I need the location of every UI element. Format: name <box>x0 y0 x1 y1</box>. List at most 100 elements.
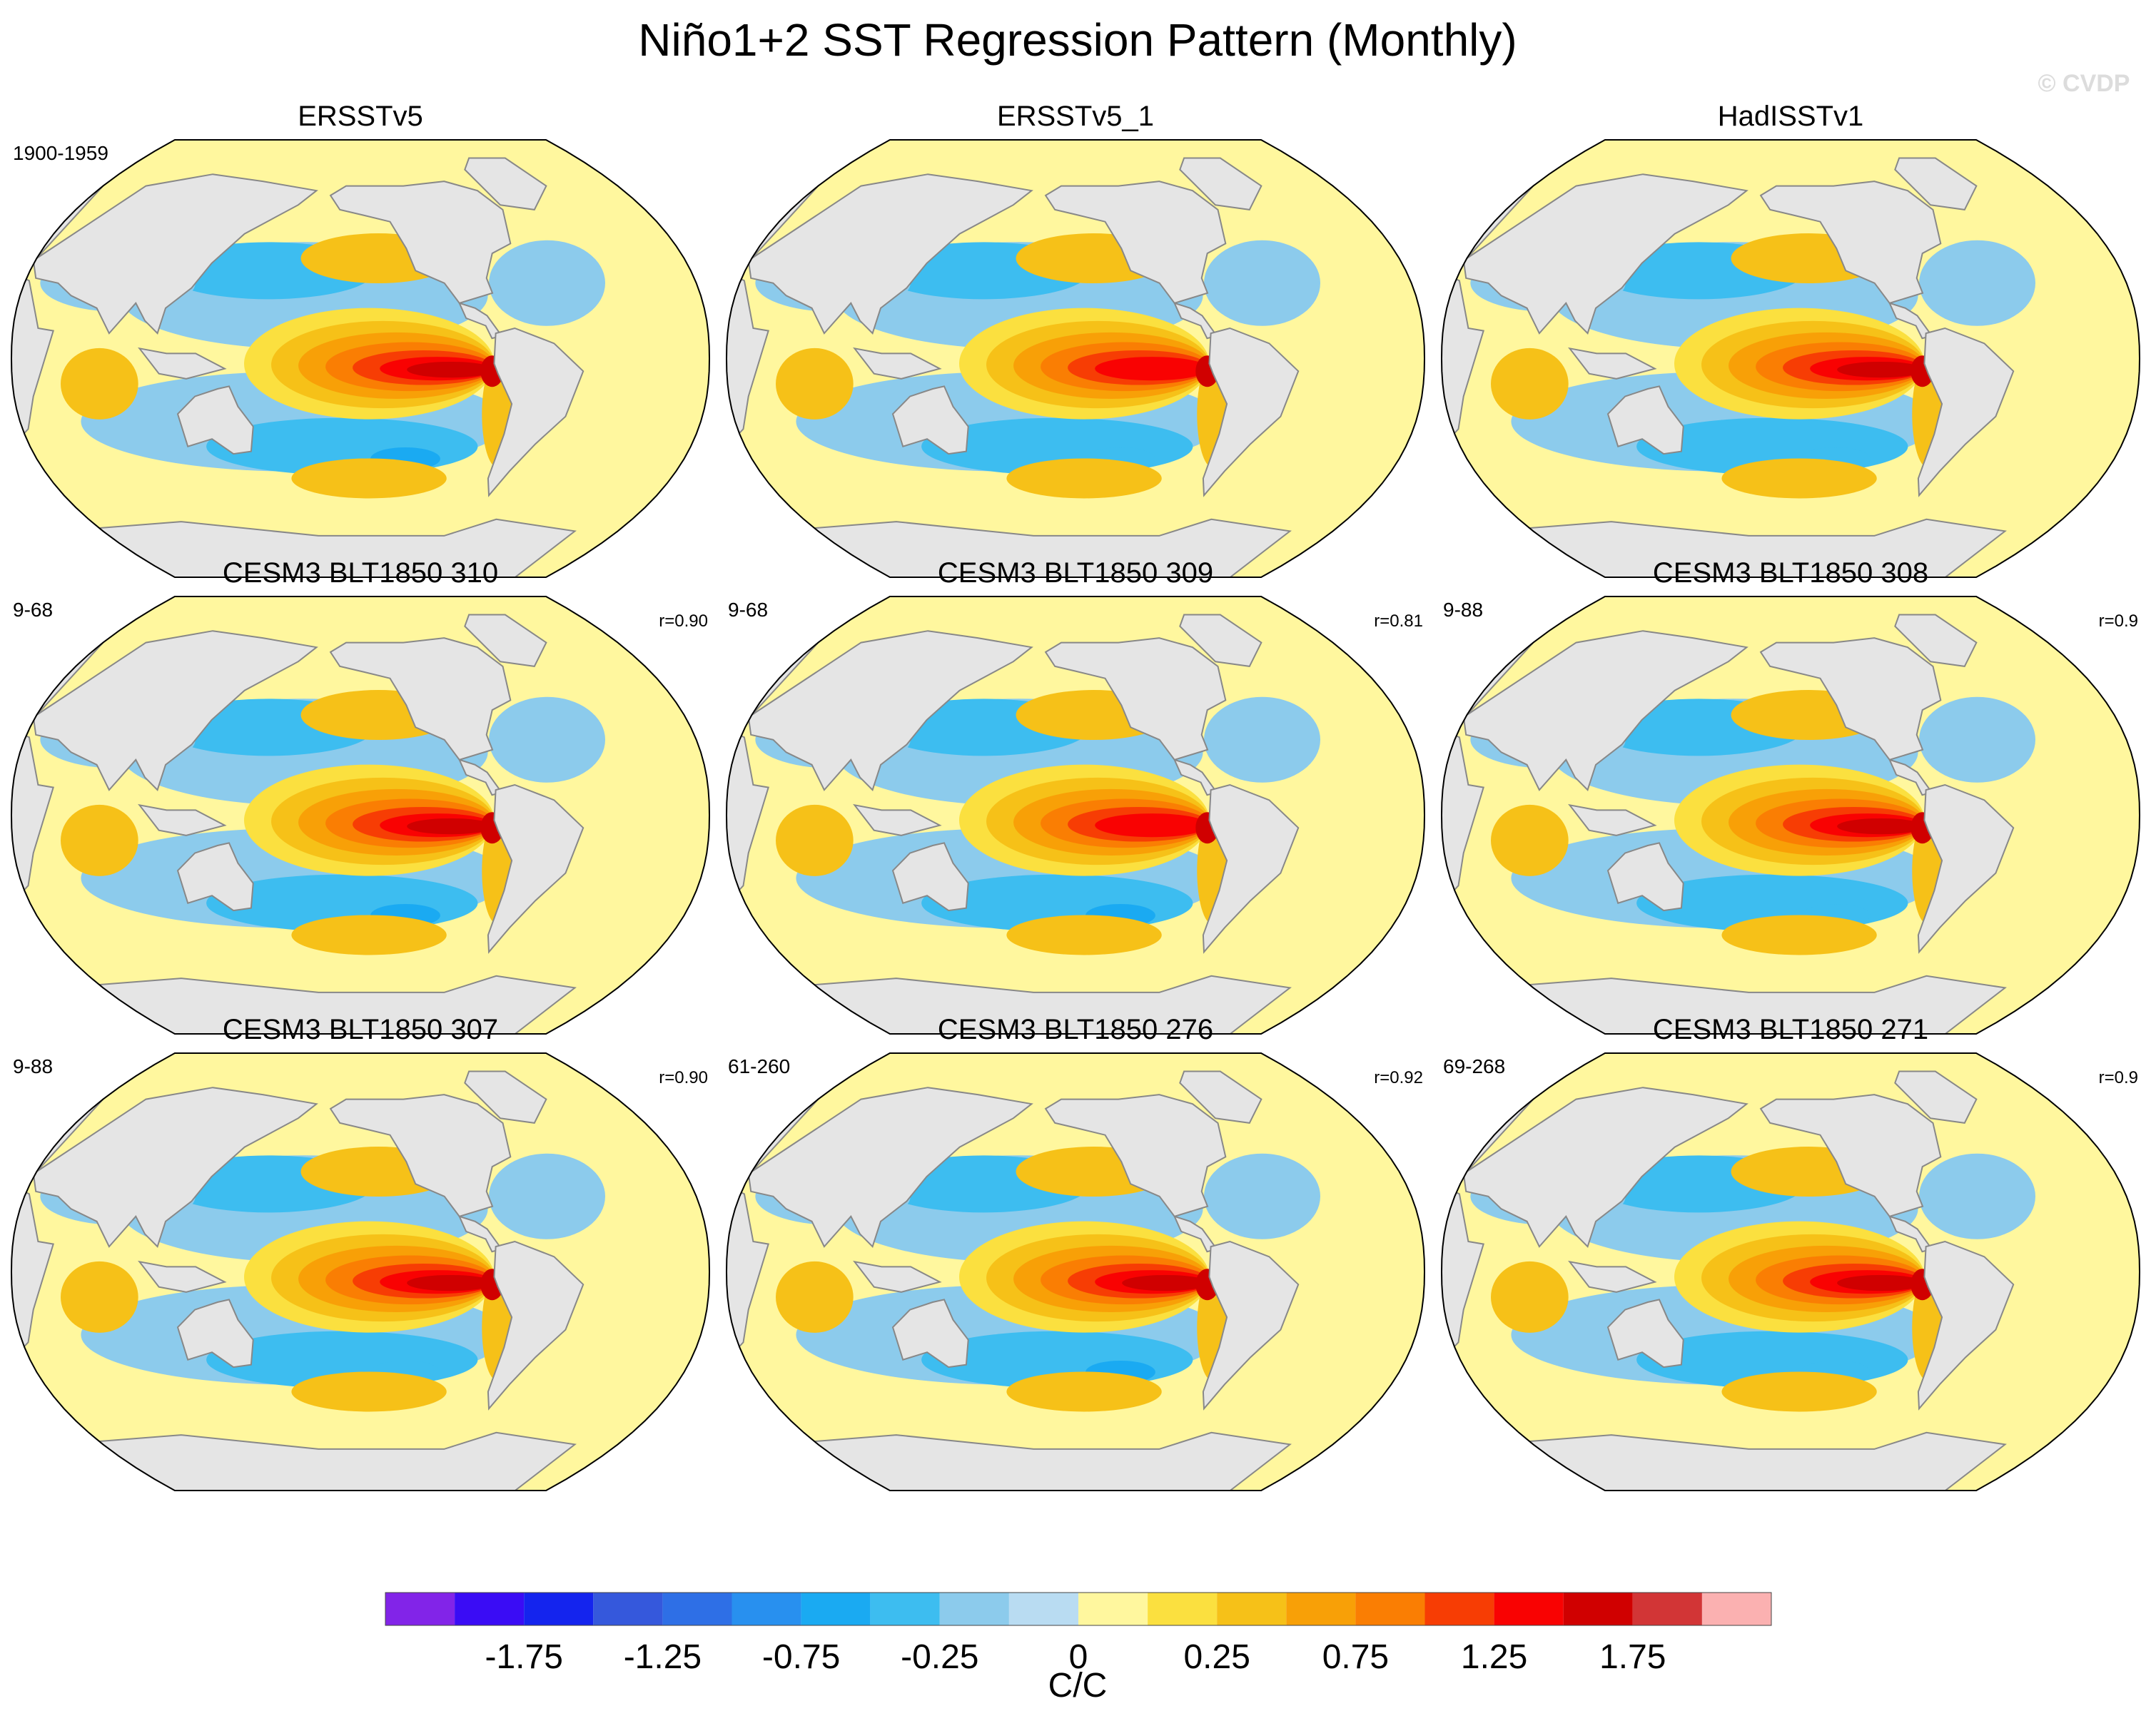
map-panel: CESM3 BLT1850 310 9-68 r=0.90 <box>10 557 711 1035</box>
greenland-land <box>1894 157 1978 210</box>
atlantic-negative <box>489 1153 606 1239</box>
colorbar-swatch <box>870 1593 940 1625</box>
colorbar-swatch <box>385 1593 455 1625</box>
colorbar-swatch <box>1355 1593 1425 1625</box>
greenland-land <box>1179 1070 1262 1124</box>
antarctica-land <box>772 1431 1292 1491</box>
greenland-land <box>464 157 547 210</box>
indonesia-land <box>853 803 942 836</box>
africa-land <box>727 1178 769 1361</box>
map-panel: CESM3 BLT1850 271 69-268 r=0.9 <box>1440 1014 2141 1491</box>
south-america-land <box>1202 1240 1300 1411</box>
southern-positive <box>1006 1371 1162 1412</box>
indian-ocean-positive <box>1491 804 1569 876</box>
africa-land <box>11 265 54 448</box>
panel-period: 9-68 <box>728 599 768 621</box>
eurasia-land <box>1462 630 1748 791</box>
panel-correlation: r=0.9 <box>2099 611 2138 631</box>
colorbar-tick-label: 0 <box>1069 1638 1088 1676</box>
colorbar-tick-label: 0.75 <box>1322 1638 1389 1676</box>
antarctica-land <box>772 518 1292 577</box>
africa-land <box>11 721 54 905</box>
panel-correlation: r=0.81 <box>1374 611 1423 631</box>
indonesia-land <box>138 347 227 380</box>
panel-title: CESM3 BLT1850 276 <box>938 1014 1213 1045</box>
australia-land <box>891 385 969 455</box>
colorbar: -1.75 -1.25 -0.75 -0.25 0 0.25 0.75 1.25 1.75 <box>385 1592 1772 1676</box>
warm-tongue-contour <box>1837 818 1925 835</box>
colorbar-swatch <box>939 1593 1009 1625</box>
warm-tongue-contour <box>1837 361 1925 378</box>
eurasia-land <box>1462 173 1748 335</box>
south-america-land <box>487 327 584 497</box>
north-america-land <box>1759 181 1942 304</box>
panel-title: ERSSTv5 <box>298 101 423 132</box>
south-america-land <box>1202 783 1300 954</box>
map-border <box>10 1052 711 1491</box>
greenland-land <box>1894 1070 1978 1124</box>
panel-title: CESM3 BLT1850 307 <box>223 1014 498 1045</box>
indian-ocean-positive <box>1491 347 1569 420</box>
panel-period: 9-88 <box>13 1055 53 1077</box>
panel-period: 69-268 <box>1443 1055 1505 1077</box>
africa-land <box>11 1178 54 1361</box>
south-america-land <box>487 783 584 954</box>
greenland-land <box>464 1070 547 1124</box>
map-panel: CESM3 BLT1850 308 9-88 r=0.9 <box>1440 557 2141 1035</box>
africa-land <box>727 721 769 905</box>
warm-tongue-contour <box>1095 357 1210 381</box>
antarctica-land <box>1487 1431 2007 1491</box>
antarctica-land <box>57 1431 577 1491</box>
indonesia-land <box>1568 803 1657 836</box>
indonesia-land <box>138 1260 227 1293</box>
indonesia-land <box>1568 347 1657 380</box>
eurasia-land <box>1462 1087 1748 1248</box>
south-america-land <box>487 1240 584 1411</box>
antarctica-land <box>57 518 577 577</box>
figure-title: Niño1+2 SST Regression Pattern (Monthly) <box>638 14 1517 66</box>
australia-land <box>176 385 254 455</box>
colorbar-swatch <box>1494 1593 1564 1625</box>
colorbar-units: C/C <box>1048 1667 1108 1705</box>
indonesia-land <box>138 803 227 836</box>
panel-correlation: r=0.9 <box>2099 1068 2138 1087</box>
antarctica-land <box>772 975 1292 1034</box>
colorbar-swatch <box>1078 1593 1148 1625</box>
panel-title: CESM3 BLT1850 271 <box>1653 1014 1928 1045</box>
australia-land <box>891 1299 969 1369</box>
map-border <box>725 139 1426 578</box>
southern-positive <box>1006 915 1162 955</box>
map-field <box>727 140 1424 577</box>
africa-land <box>1442 1178 1484 1361</box>
eurasia-land <box>747 1087 1033 1248</box>
eurasia-land <box>32 173 318 335</box>
colorbar-swatch <box>1424 1593 1494 1625</box>
north-america-land <box>1759 1094 1942 1217</box>
colorbar-tick-label: -1.25 <box>624 1638 702 1676</box>
africa-land <box>1442 265 1484 448</box>
colorbar-swatch <box>732 1593 801 1625</box>
southern-positive <box>1721 1371 1877 1412</box>
atlantic-negative <box>1204 240 1321 326</box>
indonesia-land <box>1568 1260 1657 1293</box>
map-field <box>11 140 709 577</box>
map-panel: CESM3 BLT1850 276 61-260 r=0.92 <box>725 1014 1426 1491</box>
africa-land <box>1442 721 1484 905</box>
indian-ocean-positive <box>61 347 138 420</box>
colorbar-tick-label: 1.25 <box>1461 1638 1527 1676</box>
australia-land <box>176 1299 254 1369</box>
colorbar-tick-label: 1.75 <box>1599 1638 1666 1676</box>
panel-period: 1900-1959 <box>13 142 108 164</box>
colorbar-swatch <box>1563 1593 1633 1625</box>
colorbar-swatch <box>524 1593 594 1625</box>
indian-ocean-positive <box>776 347 854 420</box>
atlantic-negative <box>1919 240 2036 326</box>
south-america-land <box>1917 783 2015 954</box>
north-america-land <box>1044 1094 1227 1217</box>
warm-tongue-contour <box>407 361 495 378</box>
australia-land <box>891 842 969 912</box>
warm-tongue-contour <box>407 818 495 835</box>
panel-correlation: r=0.90 <box>659 1068 708 1087</box>
colorbar-swatch <box>1148 1593 1218 1625</box>
